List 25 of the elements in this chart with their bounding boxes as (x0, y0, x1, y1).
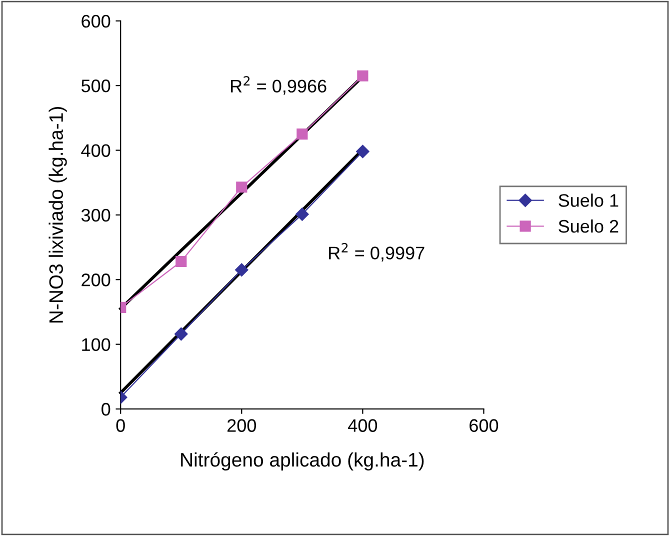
x-tick-label: 0 (116, 419, 125, 432)
point (296, 128, 308, 140)
y-tick-label: 400 (81, 144, 110, 157)
point (176, 256, 187, 268)
legend-label: Suelo 1 (558, 194, 618, 207)
point (296, 208, 309, 221)
y-tick-label: 300 (81, 208, 110, 222)
x-axis-title: Nitrógeno aplicado (kg.ha-1) (181, 452, 424, 471)
y-tick-label: 600 (82, 14, 110, 28)
annotation: R$^{2}$ = 0,9966 (231, 76, 326, 95)
y-axis-title: N-NO3 lixiviado (kg.ha-1) (48, 107, 67, 322)
x-tick-label: 400 (348, 419, 378, 432)
y-tick-label: 100 (82, 338, 110, 352)
point (174, 327, 188, 341)
point (236, 182, 248, 193)
x-tick-label: 600 (470, 419, 498, 432)
point (357, 70, 368, 82)
annotation: R$^{2}$ = 0,9997 (329, 242, 424, 262)
y-tick-label: 0 (102, 402, 110, 416)
point (356, 144, 370, 158)
x-tick-label: 200 (227, 419, 256, 432)
y-tick-label: 500 (81, 80, 110, 92)
y-tick-label: 200 (82, 274, 110, 286)
point (235, 263, 248, 276)
legend-label: Suelo 2 (558, 219, 618, 233)
